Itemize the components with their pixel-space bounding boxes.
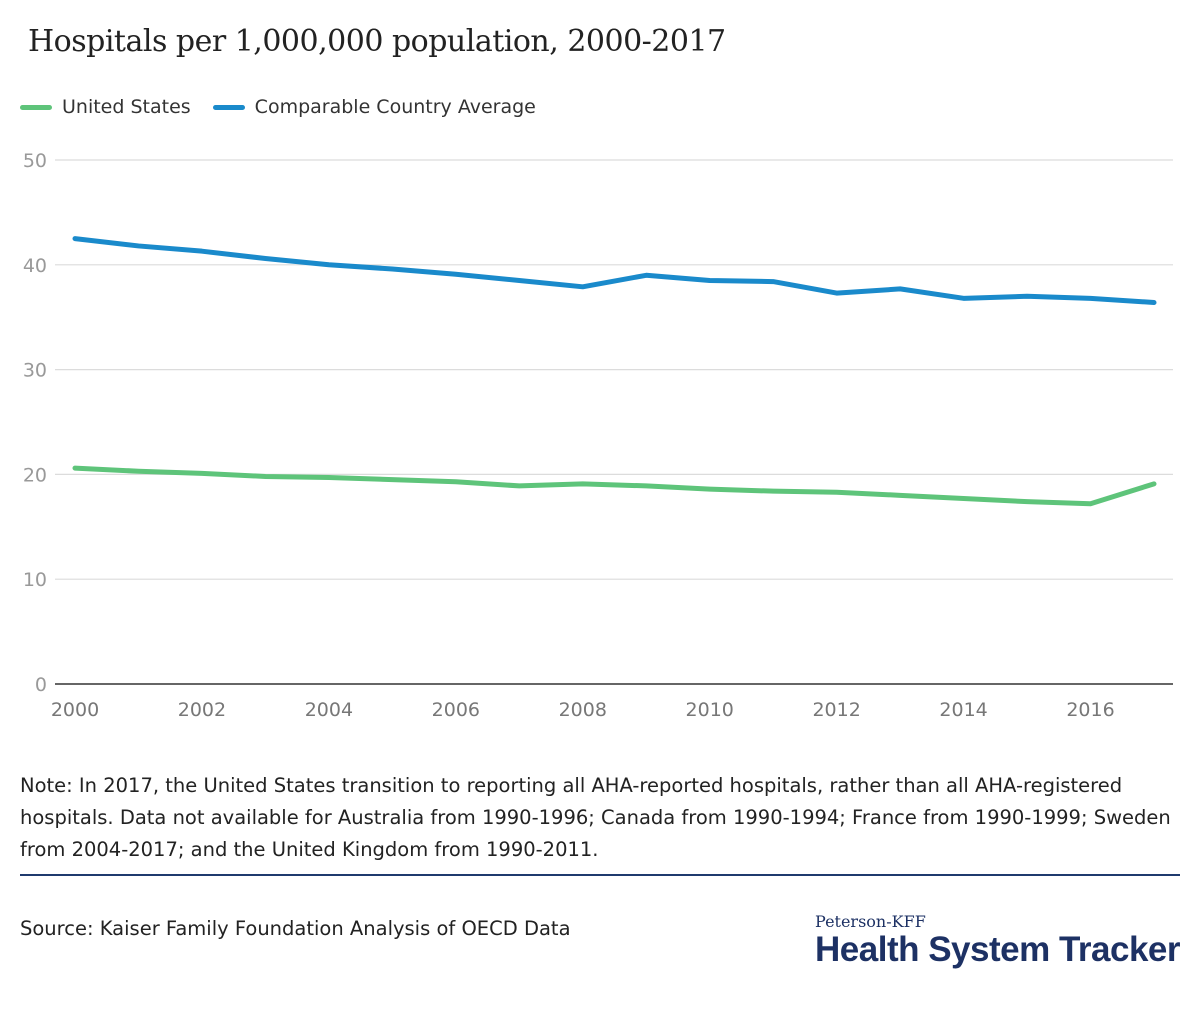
x-tick-label: 2008 xyxy=(559,699,607,721)
logo-top: Peterson-KFF xyxy=(815,912,926,931)
chart-title: Hospitals per 1,000,000 population, 2000… xyxy=(28,24,726,59)
legend-label-comparable: Comparable Country Average xyxy=(254,96,536,118)
y-tick-label: 20 xyxy=(23,464,47,486)
legend-item-comparable: Comparable Country Average xyxy=(212,96,536,118)
x-tick-label: 2010 xyxy=(686,699,734,721)
x-tick-label: 2002 xyxy=(178,699,226,721)
legend-item-us: United States xyxy=(20,96,191,118)
x-tick-label: 2000 xyxy=(51,699,99,721)
legend: United States Comparable Country Average xyxy=(20,96,536,118)
line-chart: 0 10 20 30 40 50 2000 2002 2004 2006 2008 2010 2012 2… xyxy=(23,150,1173,721)
y-tick-label: 0 xyxy=(35,674,47,696)
legend-swatch-comparable xyxy=(212,104,245,110)
logo: Peterson-KFF Health System Tracker xyxy=(815,912,1180,969)
y-tick-label: 50 xyxy=(23,150,47,172)
legend-label-us: United States xyxy=(62,96,191,118)
y-tick-label: 30 xyxy=(23,360,47,382)
x-tick-label: 2016 xyxy=(1066,699,1114,721)
series-line-us xyxy=(72,465,1157,507)
y-tick-label: 10 xyxy=(23,569,47,591)
x-tick-label: 2014 xyxy=(939,699,987,721)
x-tick-label: 2004 xyxy=(305,699,353,721)
divider xyxy=(20,874,1180,876)
y-tick-label: 40 xyxy=(23,255,47,277)
chart-note: Note: In 2017, the United States transit… xyxy=(20,774,1171,861)
x-tick-label: 2012 xyxy=(812,699,860,721)
legend-swatch-us xyxy=(20,104,52,110)
series-line-comparable xyxy=(72,236,1157,306)
logo-bottom: Health System Tracker xyxy=(815,930,1180,969)
source-text: Source: Kaiser Family Foundation Analysi… xyxy=(20,917,571,940)
x-tick-label: 2006 xyxy=(432,699,480,721)
